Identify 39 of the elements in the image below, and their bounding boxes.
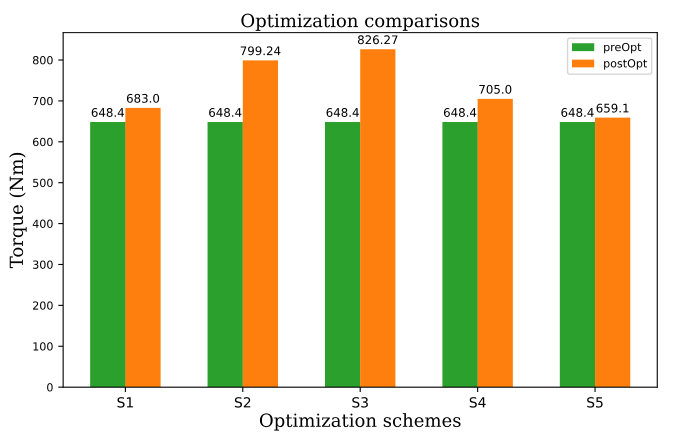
x-tick-label: S5 — [587, 397, 603, 408]
data-label: 648.4 — [326, 108, 359, 117]
y-tick-label: 100 — [33, 342, 53, 351]
data-label: 648.4 — [444, 108, 476, 117]
data-label: 648.4 — [92, 108, 124, 117]
y-axis-title: Torque (Nm) — [9, 152, 27, 268]
x-tick-label: S1 — [117, 397, 133, 408]
bar — [478, 98, 513, 388]
y-tick-label: 800 — [32, 56, 53, 64]
bar — [242, 60, 278, 388]
y-tick-label: 400 — [32, 220, 53, 228]
y-tick-label: 500 — [33, 178, 53, 188]
data-label: 683.0 — [126, 94, 160, 103]
data-label: 826.27 — [358, 35, 398, 44]
bar — [360, 49, 396, 388]
bar — [442, 122, 478, 388]
x-axis-title: Optimization schemes — [260, 413, 461, 431]
data-label: 648.4 — [561, 108, 594, 117]
legend-label: postOpt — [604, 59, 648, 70]
bar — [208, 122, 243, 388]
y-tick-label: 0 — [47, 383, 53, 392]
bar — [125, 108, 161, 388]
data-label: 705.0 — [479, 84, 512, 94]
bar — [90, 122, 126, 388]
data-label: 648.4 — [209, 108, 242, 117]
data-label: 659.1 — [596, 104, 628, 113]
y-tick-label: 200 — [33, 301, 53, 310]
data-label: 799.24 — [240, 46, 280, 56]
x-tick-label: S2 — [234, 397, 250, 408]
y-tick-label: 300 — [33, 260, 53, 269]
y-tick-label: 600 — [32, 138, 53, 146]
x-tick-label: S3 — [352, 397, 368, 408]
x-tick-label: S4 — [470, 397, 486, 408]
y-tick-label: 700 — [33, 96, 53, 106]
bar — [560, 122, 596, 388]
chart-title: Optimization comparisons — [241, 14, 480, 31]
legend-label: preOpt — [604, 42, 642, 54]
bar — [595, 118, 630, 388]
bar — [324, 122, 360, 388]
